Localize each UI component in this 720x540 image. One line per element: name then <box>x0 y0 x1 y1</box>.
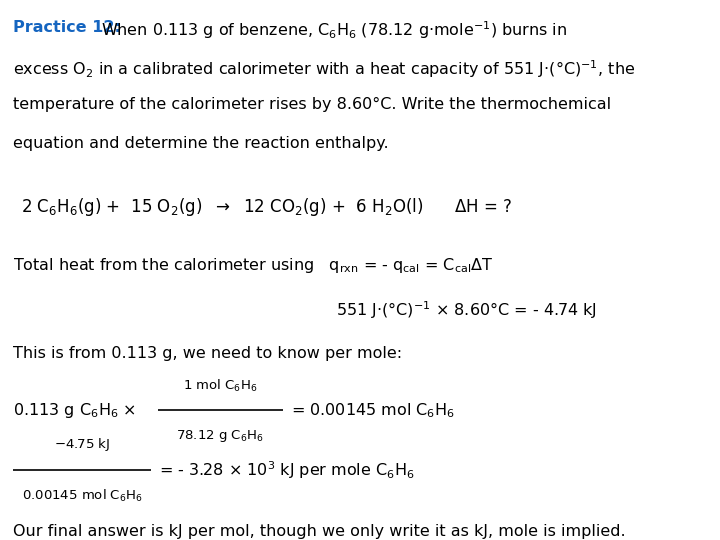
Text: $-$4.75 kJ: $-$4.75 kJ <box>54 436 110 454</box>
Text: 551 J$\cdot$(°C)$^{-1}$ × 8.60°C = - 4.74 kJ: 551 J$\cdot$(°C)$^{-1}$ × 8.60°C = - 4.7… <box>336 300 596 321</box>
Text: 0.00145 mol C$_6$H$_6$: 0.00145 mol C$_6$H$_6$ <box>22 488 143 504</box>
Text: Total heat from the calorimeter using   q$_{\rm rxn}$ = - q$_{\rm cal}$ = C$_{\r: Total heat from the calorimeter using q$… <box>13 255 494 275</box>
Text: = 0.00145 mol C$_6$H$_6$: = 0.00145 mol C$_6$H$_6$ <box>291 401 455 420</box>
Text: temperature of the calorimeter rises by 8.60°C. Write the thermochemical: temperature of the calorimeter rises by … <box>13 97 611 112</box>
Text: = - 3.28 × 10$^3$ kJ per mole C$_6$H$_6$: = - 3.28 × 10$^3$ kJ per mole C$_6$H$_6$ <box>159 459 415 481</box>
Text: equation and determine the reaction enthalpy.: equation and determine the reaction enth… <box>13 136 389 151</box>
Text: 78.12 g C$_6$H$_6$: 78.12 g C$_6$H$_6$ <box>176 428 264 444</box>
Text: Practice 12:: Practice 12: <box>13 19 121 35</box>
Text: 1 mol C$_6$H$_6$: 1 mol C$_6$H$_6$ <box>183 377 258 394</box>
Text: Our final answer is kJ per mol, though we only write it as kJ, mole is implied.: Our final answer is kJ per mol, though w… <box>13 524 626 539</box>
Text: 0.113 g C$_6$H$_6$ $\times$: 0.113 g C$_6$H$_6$ $\times$ <box>13 401 136 420</box>
Text: When 0.113 g of benzene, C$_6$H$_6$ (78.12 g$\cdot$mole$^{-1}$) burns in: When 0.113 g of benzene, C$_6$H$_6$ (78.… <box>101 19 567 41</box>
Text: excess O$_2$ in a calibrated calorimeter with a heat capacity of 551 J$\cdot$(°C: excess O$_2$ in a calibrated calorimeter… <box>13 58 635 80</box>
Text: This is from 0.113 g, we need to know per mole:: This is from 0.113 g, we need to know pe… <box>13 347 402 361</box>
Text: 2 C$_6$H$_6$(g) +  15 O$_2$(g)  $\rightarrow$  12 CO$_2$(g) +  6 H$_2$O(l)      : 2 C$_6$H$_6$(g) + 15 O$_2$(g) $\rightarr… <box>21 196 512 218</box>
